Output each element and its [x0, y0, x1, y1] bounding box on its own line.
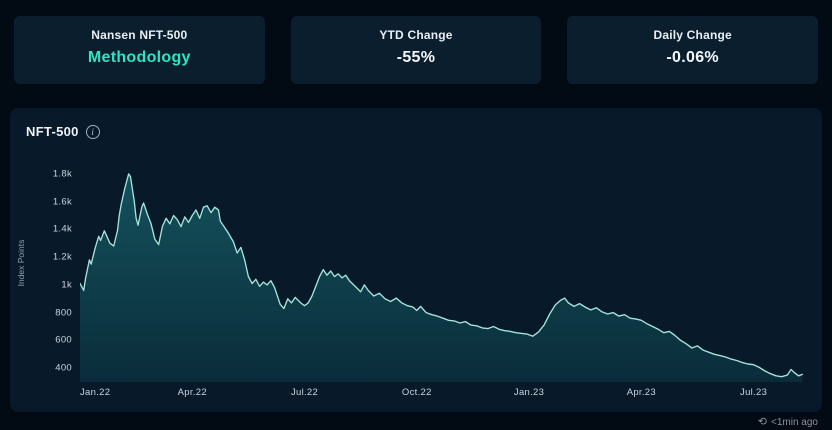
y-axis: 400 600 800 1k 1.2k 1.4k 1.6k 1.8k	[34, 160, 72, 382]
y-axis-tick-label: 1.2k	[52, 251, 72, 263]
nft500-area-chart[interactable]	[80, 160, 806, 382]
info-icon[interactable]: i	[85, 124, 100, 139]
x-axis-tick-label: Jul.23	[740, 387, 768, 398]
page-title: NFT-500	[26, 124, 79, 139]
y-axis-tick-label: 1.6k	[52, 196, 72, 208]
y-axis-title: Index Points	[16, 239, 26, 287]
card-label: Daily Change	[653, 28, 732, 42]
card-nansen-nft500: Nansen NFT-500 Methodology	[14, 16, 265, 84]
header-stats-row: Nansen NFT-500 Methodology YTD Change -5…	[0, 0, 832, 84]
x-axis-tick-label: Oct.22	[401, 387, 432, 398]
area-fill	[80, 173, 803, 382]
y-axis-tick-label: 1.8k	[52, 168, 72, 180]
x-axis-tick-label: Apr.22	[177, 387, 207, 398]
card-daily-change: Daily Change -0.06%	[567, 16, 819, 84]
panel-title-row: NFT-500 i	[26, 124, 100, 139]
chart-plot-area[interactable]	[80, 160, 806, 382]
methodology-link[interactable]: Methodology	[87, 49, 191, 66]
y-axis-tick-label: 400	[55, 362, 72, 374]
last-updated-status: ⟲ <1min ago	[757, 416, 818, 429]
y-axis-tick-label: 600	[55, 334, 72, 346]
ytd-change-value: -55%	[396, 49, 436, 66]
x-axis-tick-label: Jan.22	[80, 387, 111, 398]
x-axis-tick-label: Jan.23	[513, 387, 545, 398]
card-label: YTD Change	[379, 28, 453, 42]
chart-panel: NFT-500 i Index Points 400 600 800 1k 1.2k 1.…	[10, 108, 822, 412]
daily-change-value: -0.06%	[666, 49, 719, 66]
x-axis: Jan.22 Apr.22 Jul.22 Oct.22 Jan.23 Apr.23 Jul.…	[80, 387, 806, 400]
card-label: Nansen NFT-500	[91, 28, 188, 42]
y-axis-tick-label: 1.4k	[52, 223, 72, 235]
card-ytd-change: YTD Change -55%	[290, 16, 542, 84]
price-line	[80, 173, 803, 378]
y-axis-tick-label: 1k	[61, 279, 72, 291]
x-axis-tick-label: Apr.23	[626, 387, 656, 398]
y-axis-tick-label: 800	[55, 307, 72, 319]
refresh-clock-icon: ⟲	[757, 416, 768, 428]
last-updated-text: <1min ago	[771, 417, 818, 428]
x-axis-tick-label: Jul.22	[290, 387, 319, 398]
